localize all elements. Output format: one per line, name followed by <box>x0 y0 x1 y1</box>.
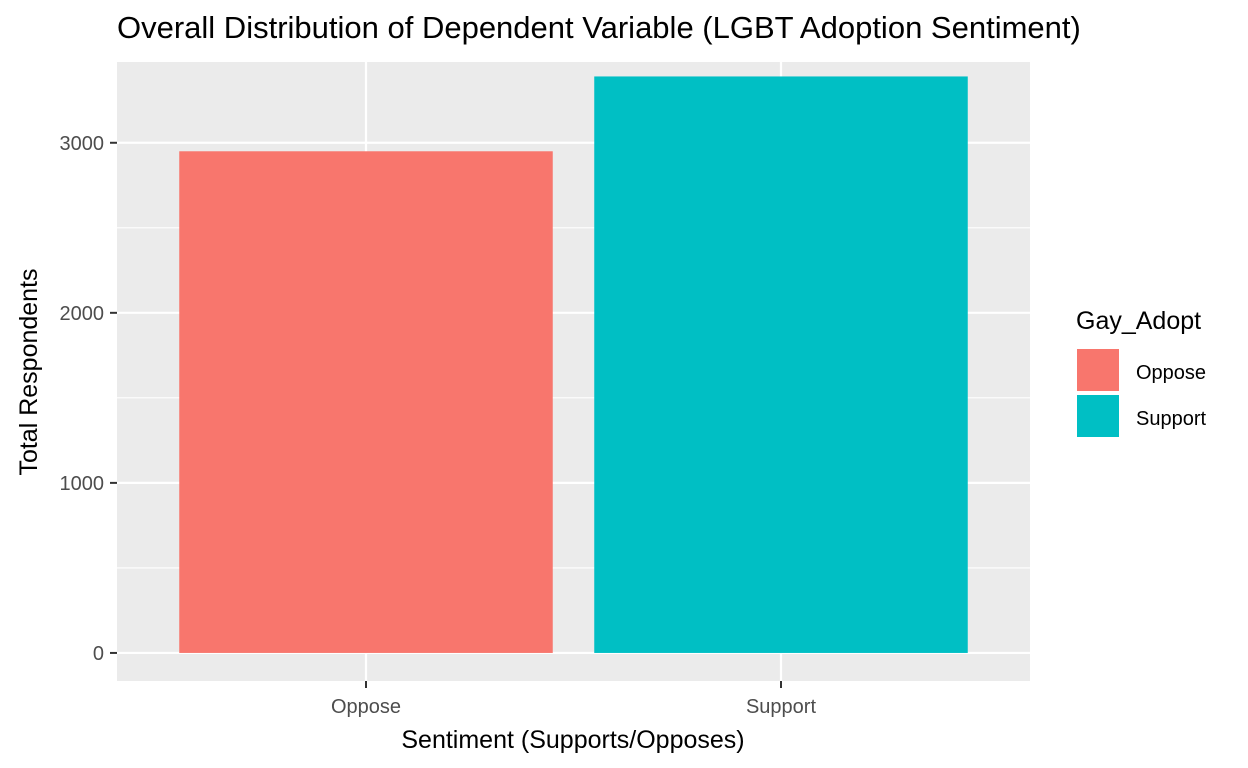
y-tick-label: 0 <box>93 643 104 665</box>
bars <box>179 76 968 653</box>
legend-label-support: Support <box>1136 408 1206 430</box>
legend-label-oppose: Oppose <box>1136 362 1206 384</box>
legend-title: Gay_Adopt <box>1076 307 1201 335</box>
x-axis-title: Sentiment (Supports/Opposes) <box>401 726 744 754</box>
legend-key-oppose <box>1075 347 1121 393</box>
y-axis: 0 1000 2000 3000 <box>60 133 117 665</box>
y-tick-label: 1000 <box>60 473 105 495</box>
legend-key-support <box>1075 393 1121 439</box>
y-tick-label: 2000 <box>60 303 105 325</box>
y-tick-label: 3000 <box>60 133 105 155</box>
bar-support <box>594 76 968 653</box>
legend: Gay_Adopt Oppose Support <box>1075 307 1206 439</box>
bar-oppose <box>179 151 553 653</box>
x-tick-label: Oppose <box>331 696 401 718</box>
y-axis-title: Total Respondents <box>15 268 43 475</box>
x-tick-label: Support <box>746 696 816 718</box>
chart-title: Overall Distribution of Dependent Variab… <box>117 10 1081 45</box>
x-axis: Oppose Support <box>331 681 816 718</box>
